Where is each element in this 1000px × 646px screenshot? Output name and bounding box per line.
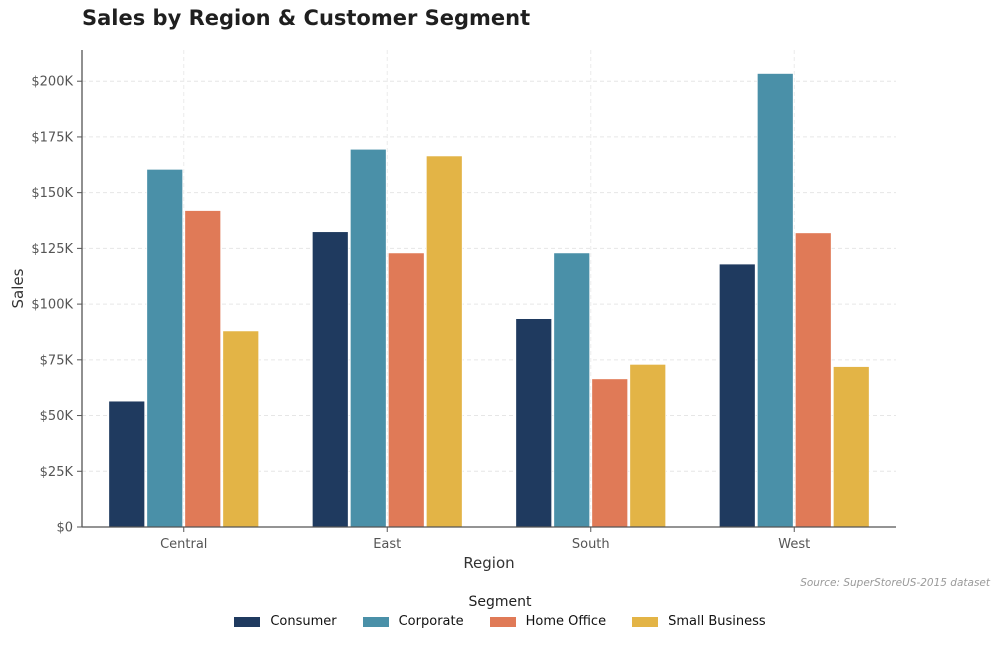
x-tick-label: Central bbox=[160, 537, 207, 552]
bar-consumer bbox=[311, 231, 349, 528]
legend-swatch bbox=[234, 616, 261, 627]
bar-small-business bbox=[222, 330, 260, 528]
bar-corporate bbox=[146, 168, 184, 528]
chart-title: Sales by Region & Customer Segment bbox=[82, 6, 531, 30]
legend-swatch bbox=[362, 616, 389, 627]
legend-label: Small Business bbox=[668, 614, 766, 629]
y-tick-label: $0 bbox=[56, 521, 73, 536]
legend-title: Segment bbox=[468, 594, 532, 610]
legend-item: Corporate bbox=[362, 614, 464, 629]
y-tick-label: $25K bbox=[40, 465, 74, 480]
bar-small-business bbox=[832, 366, 870, 528]
bar-consumer bbox=[515, 318, 553, 528]
legend-swatch bbox=[489, 616, 516, 627]
bar-corporate bbox=[553, 252, 591, 528]
bar-home-office bbox=[591, 378, 629, 528]
legend-item: Home Office bbox=[489, 614, 607, 629]
x-tick-label: South bbox=[572, 537, 610, 552]
bar-home-office bbox=[387, 252, 425, 528]
y-tick-label: $125K bbox=[31, 242, 73, 257]
bar-corporate bbox=[349, 148, 387, 528]
legend-label: Corporate bbox=[398, 614, 464, 629]
legend: Segment Consumer Corporate Home Office Smal… bbox=[0, 594, 1000, 629]
x-axis-title: Region bbox=[463, 554, 514, 572]
x-tick-label: East bbox=[373, 537, 401, 552]
y-tick-label: $175K bbox=[31, 130, 73, 145]
bar-corporate bbox=[756, 73, 794, 528]
y-tick-label: $150K bbox=[31, 186, 73, 201]
y-tick-label: $75K bbox=[40, 353, 74, 368]
legend-label: Consumer bbox=[270, 614, 337, 629]
y-tick-label: $100K bbox=[31, 298, 73, 313]
bar-consumer bbox=[108, 400, 146, 528]
bar-consumer bbox=[718, 263, 756, 528]
source-note: Source: SuperStoreUS-2015 dataset bbox=[800, 577, 990, 589]
y-axis-title: Sales bbox=[9, 268, 27, 308]
x-tick-label: West bbox=[778, 537, 810, 552]
bar-home-office bbox=[184, 210, 222, 528]
legend-item: Consumer bbox=[234, 614, 337, 629]
bar-small-business bbox=[425, 155, 463, 528]
bar-home-office bbox=[794, 232, 832, 528]
legend-item: Small Business bbox=[632, 614, 766, 629]
bar-small-business bbox=[629, 363, 667, 528]
legend-label: Home Office bbox=[525, 614, 607, 629]
y-tick-label: $50K bbox=[40, 409, 74, 424]
legend-swatch bbox=[632, 616, 659, 627]
legend-items: Consumer Corporate Home Office Small Busine… bbox=[0, 614, 1000, 629]
y-tick-label: $200K bbox=[31, 75, 73, 90]
